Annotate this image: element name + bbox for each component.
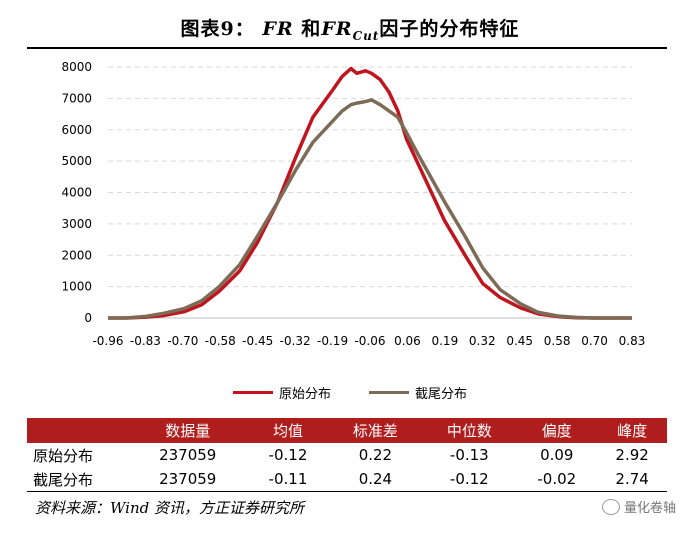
x-tick-label: -0.96 [92, 334, 123, 348]
table-cell: 0.22 [358, 446, 393, 464]
x-tick-label: 0.32 [469, 334, 496, 348]
source-note: 资料来源：Wind 资讯，方正证券研究所 [35, 499, 304, 517]
x-tick-label: 0.06 [394, 334, 421, 348]
legend-swatch-truncated [369, 391, 409, 394]
row-label: 截尾分布 [27, 467, 128, 492]
series-line-original [108, 66, 632, 320]
x-tick-label: 0.83 [619, 334, 646, 348]
table-cell: -0.02 [516, 467, 598, 492]
title-suffix: 因子的分布特征 [379, 18, 520, 40]
wechat-icon [601, 498, 620, 515]
table-row: 截尾分布 237059 -0.11 0.24 -0.12 -0.02 2.74 [27, 467, 667, 492]
y-tick-label: 1000 [61, 280, 92, 294]
header-cell: 中位数 [446, 422, 492, 440]
title-and: 和 [293, 18, 322, 40]
watermark-text: 量化卷轴 [623, 501, 676, 516]
x-tick-label: -0.70 [167, 334, 198, 348]
legend-item-truncated: 截尾分布 [369, 383, 467, 402]
y-tick-label: 3000 [61, 217, 92, 231]
legend-item-original: 原始分布 [232, 383, 331, 402]
y-tick-label: 6000 [61, 123, 92, 137]
x-tick-label: -0.83 [130, 334, 161, 348]
table-cell: 237059 [128, 467, 248, 492]
title-prefix: 图表9： [180, 18, 255, 40]
table-cell: 2.92 [615, 446, 649, 464]
watermark: 量化卷轴 [601, 497, 676, 516]
stats-table: 数据量 均值 标准差 中位数 偏度 峰度 原始分布 237059 -0.12 0… [27, 418, 667, 492]
chart-legend: 原始分布 截尾分布 [0, 383, 700, 402]
chart-title: 图表9： FR 和FRCut因子的分布特征 [0, 14, 700, 43]
x-tick-label: -0.06 [354, 334, 385, 348]
table-cell: -0.12 [422, 467, 517, 492]
stats-header-row: 数据量 均值 标准差 中位数 偏度 峰度 [27, 418, 667, 443]
table-row: 原始分布 237059 -0.12 0.22 -0.13 0.09 2.92 [27, 443, 667, 467]
header-cell: 峰度 [617, 422, 648, 440]
header-cell: 偏度 [541, 422, 572, 440]
x-tick-label: -0.19 [317, 334, 348, 348]
header-cell: 数据量 [165, 422, 211, 440]
table-cell: -0.12 [268, 446, 308, 464]
table-cell: 237059 [159, 446, 217, 464]
header-cell: 均值 [272, 422, 303, 440]
x-tick-label: 0.70 [581, 334, 608, 348]
header-cell [27, 418, 128, 443]
y-tick-label: 4000 [61, 186, 92, 200]
header-cell: 标准差 [352, 422, 398, 440]
legend-swatch-original [232, 391, 273, 394]
table-cell: 0.09 [540, 446, 574, 464]
title-fr-cut: FR [321, 18, 353, 40]
table-cell: -0.13 [449, 446, 489, 464]
legend-label-truncated: 截尾分布 [415, 387, 468, 402]
y-tick-label: 7000 [61, 91, 92, 105]
x-tick-label: -0.45 [242, 334, 273, 348]
title-subscript: Cut [352, 28, 380, 43]
y-tick-label: 5000 [61, 154, 92, 168]
series-line-truncated [108, 98, 632, 320]
legend-label-original: 原始分布 [278, 387, 331, 402]
distribution-chart: 0 1000 2000 3000 4000 5000 6000 7000 8000 -0.96 -0… [61, 60, 646, 348]
row-label: 原始分布 [33, 446, 94, 465]
y-tick-label: 8000 [61, 60, 92, 74]
table-cell: -0.11 [247, 467, 329, 492]
x-tick-label: 0.19 [431, 334, 458, 348]
y-tick-label: 0 [84, 311, 92, 325]
x-tick-label: 0.45 [506, 334, 533, 348]
table-cell: 0.24 [328, 467, 423, 492]
x-tick-label: 0.58 [544, 334, 571, 348]
x-tick-label: -0.32 [280, 334, 311, 348]
x-tick-label: -0.58 [205, 334, 236, 348]
title-rule [27, 47, 667, 49]
table-cell: 2.74 [597, 467, 667, 492]
title-fr: FR [262, 18, 294, 40]
y-tick-label: 2000 [61, 248, 92, 262]
